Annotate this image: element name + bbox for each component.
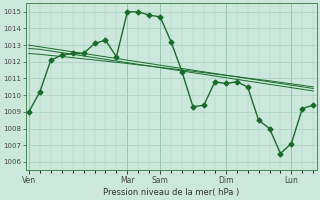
X-axis label: Pression niveau de la mer( hPa ): Pression niveau de la mer( hPa ) (103, 188, 239, 197)
